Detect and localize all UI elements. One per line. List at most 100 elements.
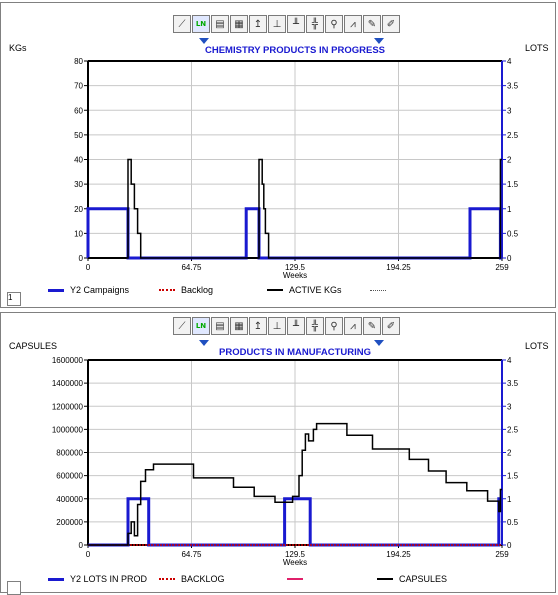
- series-line: [88, 158, 502, 259]
- y-tick-label-right: 4: [507, 57, 512, 66]
- y-tick-label-left: 800000: [56, 449, 83, 458]
- y-tick-label-left: 1000000: [52, 425, 84, 434]
- y-tick-label-right: 2: [507, 156, 512, 165]
- clear-icon[interactable]: ✐: [382, 15, 400, 33]
- chart-plot-manufacturing: 0 200000 400000 600000 800000 1000000 1200000 1…: [52, 356, 519, 567]
- chart-legend: Y2 Campaigns Backlog ACTIVE KGs: [1, 283, 557, 297]
- bar-axis-icon[interactable]: ╨: [287, 15, 305, 33]
- pin-icon[interactable]: ↥: [249, 317, 267, 335]
- x-tick-label: 259: [495, 263, 509, 272]
- zoom-icon[interactable]: ⚲: [325, 317, 343, 335]
- legend-item-campaigns: Y2 Campaigns: [48, 285, 129, 295]
- legend-item-backlog: BACKLOG: [159, 574, 225, 584]
- y-tick-label-right: 2.5: [507, 425, 519, 434]
- x-tick-label: 64.75: [181, 550, 202, 559]
- chart-legend: Y2 LOTS IN PROD BACKLOG CAPSULES: [1, 572, 557, 586]
- resize-corner-icon[interactable]: 1: [7, 292, 21, 306]
- y-tick-label-right: 1: [507, 495, 512, 504]
- x-tick-label: 194.25: [386, 263, 411, 272]
- y-tick-label-right: 0: [507, 541, 512, 550]
- legend-swatch: [370, 289, 386, 291]
- legend-swatch: [377, 578, 393, 580]
- legend-swatch: [267, 289, 283, 291]
- y-tick-label-left: 0: [79, 541, 84, 550]
- table-icon[interactable]: ▤: [211, 317, 229, 335]
- chart-style-icon[interactable]: ⩘: [344, 15, 362, 33]
- x-tick-label: 64.75: [181, 263, 202, 272]
- grid-icon[interactable]: ▦: [230, 317, 248, 335]
- x-tick-label: 129.5: [285, 263, 306, 272]
- toolbar-marker-right: [374, 38, 384, 44]
- resize-corner-icon[interactable]: [7, 581, 21, 595]
- y-tick-label-left: 30: [74, 180, 83, 189]
- x-tick-label: 129.5: [285, 550, 306, 559]
- y-tick-label-right: 1.5: [507, 180, 519, 189]
- line-chart-icon[interactable]: ⟋: [173, 15, 191, 33]
- y-tick-label-left: 1600000: [52, 356, 84, 365]
- legend-swatch: [48, 288, 64, 292]
- bar-axis-icon[interactable]: ╨: [287, 317, 305, 335]
- series-line: [88, 422, 502, 546]
- legend-item-lots-in-prod: Y2 LOTS IN PROD: [48, 574, 147, 584]
- legend-swatch: [159, 289, 175, 291]
- clear-icon[interactable]: ✐: [382, 317, 400, 335]
- y-tick-label-left: 70: [74, 82, 83, 91]
- y-tick-label-left: 80: [74, 57, 83, 66]
- crosshair-icon[interactable]: ╬: [306, 15, 324, 33]
- y-tick-label-left: 20: [74, 205, 83, 214]
- ln-scale-icon[interactable]: LN: [192, 317, 210, 335]
- legend-item-blank: [370, 289, 392, 291]
- y-tick-label-left: 200000: [56, 518, 83, 527]
- y-tick-label-left: 1200000: [52, 402, 84, 411]
- x-tick-label: 0: [86, 550, 91, 559]
- legend-swatch: [287, 578, 303, 580]
- legend-item-backlog: Backlog: [159, 285, 213, 295]
- right-axis-units: LOTS: [525, 43, 549, 53]
- legend-label: BACKLOG: [181, 574, 225, 584]
- y-tick-label-left: 600000: [56, 472, 83, 481]
- pencil-icon[interactable]: ✎: [363, 15, 381, 33]
- y-tick-label-right: 0: [507, 254, 512, 263]
- chart-title: CHEMISTRY PRODUCTS IN PROGRESS: [205, 45, 385, 56]
- ln-scale-icon[interactable]: LN: [192, 15, 210, 33]
- right-axis-units: LOTS: [525, 341, 549, 351]
- toolbar-marker-left: [199, 340, 209, 346]
- legend-label: Y2 Campaigns: [70, 285, 130, 295]
- y-tick-label-left: 40: [74, 156, 83, 165]
- line-chart-icon[interactable]: ⟋: [173, 317, 191, 335]
- y-tick-label-right: 1: [507, 205, 512, 214]
- chart-title: PRODUCTS IN MANUFACTURING: [219, 347, 371, 358]
- legend-label: CAPSULES: [399, 574, 448, 584]
- y-tick-label-right: 3.5: [507, 379, 519, 388]
- grid-icon[interactable]: ▦: [230, 15, 248, 33]
- legend-label: ACTIVE KGs: [289, 285, 342, 295]
- zoom-icon[interactable]: ⚲: [325, 15, 343, 33]
- axis-icon[interactable]: ⊥: [268, 317, 286, 335]
- crosshair-icon[interactable]: ╬: [306, 317, 324, 335]
- left-axis-units: CAPSULES: [9, 341, 58, 351]
- legend-item-capsules: CAPSULES: [377, 574, 447, 584]
- pencil-icon[interactable]: ✎: [363, 317, 381, 335]
- toolbar-marker-left: [199, 38, 209, 44]
- left-axis-units: KGs: [9, 43, 27, 53]
- x-axis-label: Weeks: [283, 271, 307, 280]
- x-tick-label: 0: [86, 263, 91, 272]
- legend-label: Y2 LOTS IN PROD: [70, 574, 148, 584]
- y-tick-label-right: 2: [507, 449, 512, 458]
- pin-icon[interactable]: ↥: [249, 15, 267, 33]
- y-tick-label-right: 4: [507, 356, 512, 365]
- table-icon[interactable]: ▤: [211, 15, 229, 33]
- legend-swatch: [48, 577, 64, 581]
- y-tick-label-left: 60: [74, 106, 83, 115]
- y-tick-label-left: 1400000: [52, 379, 84, 388]
- legend-label: Backlog: [181, 285, 214, 295]
- y-tick-label-right: 0.5: [507, 518, 519, 527]
- toolbar-marker-right: [374, 340, 384, 346]
- y-tick-label-right: 3.5: [507, 82, 519, 91]
- chart-style-icon[interactable]: ⩘: [344, 317, 362, 335]
- chart-toolbar-top: ⟋ LN ▤ ▦ ↥ ⊥ ╨ ╬ ⚲ ⩘ ✎ ✐: [173, 15, 401, 37]
- legend-item-active-kgs: ACTIVE KGs: [267, 285, 342, 295]
- series-line: [88, 497, 502, 547]
- axis-icon[interactable]: ⊥: [268, 15, 286, 33]
